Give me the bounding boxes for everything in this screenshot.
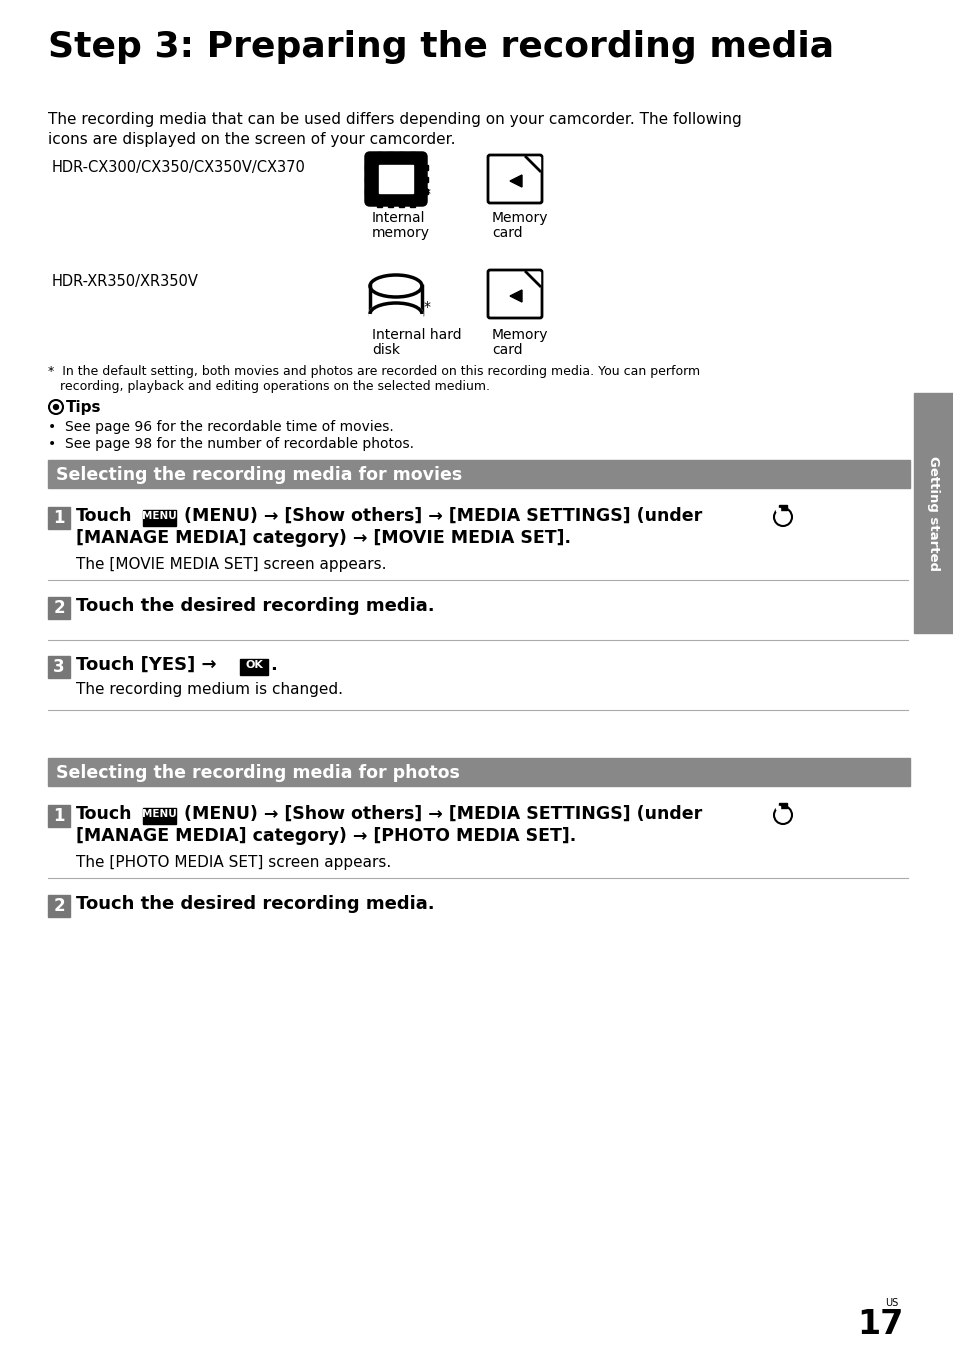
Text: *: * (423, 300, 431, 313)
Bar (775, 806, 780, 809)
Bar (398, 201, 403, 208)
Text: 1: 1 (53, 509, 65, 527)
Ellipse shape (370, 275, 421, 297)
Text: [MANAGE MEDIA] category) → [MOVIE MEDIA SET].: [MANAGE MEDIA] category) → [MOVIE MEDIA … (76, 529, 571, 547)
Bar (48, 896, 70, 917)
Text: •  See page 96 for the recordable time of movies.: • See page 96 for the recordable time of… (48, 421, 394, 434)
Text: Touch [YES] →: Touch [YES] → (76, 655, 216, 674)
Text: The [MOVIE MEDIA SET] screen appears.: The [MOVIE MEDIA SET] screen appears. (76, 556, 386, 573)
Polygon shape (525, 271, 539, 286)
Bar (779, 803, 786, 807)
Bar (240, 660, 268, 674)
Text: icons are displayed on the screen of your camcorder.: icons are displayed on the screen of you… (48, 132, 455, 147)
Bar (376, 201, 381, 208)
Polygon shape (510, 175, 521, 187)
Bar (143, 807, 175, 824)
Text: The recording medium is changed.: The recording medium is changed. (76, 683, 343, 697)
Text: 2: 2 (53, 897, 65, 915)
Bar (410, 152, 415, 157)
Text: [MANAGE MEDIA] category) → [PHOTO MEDIA SET].: [MANAGE MEDIA] category) → [PHOTO MEDIA … (76, 826, 576, 845)
Bar (421, 176, 428, 182)
Bar (48, 805, 70, 826)
Bar (775, 508, 780, 512)
Circle shape (773, 508, 791, 527)
Text: Internal: Internal (372, 210, 425, 225)
Text: Memory: Memory (492, 328, 548, 342)
Bar (48, 460, 909, 489)
Text: US: US (884, 1299, 898, 1308)
Bar (365, 189, 371, 194)
Circle shape (773, 806, 791, 824)
Text: Touch: Touch (76, 508, 132, 525)
Bar (378, 166, 413, 193)
Text: *  In the default setting, both movies and photos are recorded on this recording: * In the default setting, both movies an… (48, 365, 700, 379)
Text: Step 3: Preparing the recording media: Step 3: Preparing the recording media (48, 30, 833, 64)
Text: card: card (492, 227, 522, 240)
Bar (779, 505, 786, 510)
FancyBboxPatch shape (366, 153, 426, 205)
FancyBboxPatch shape (488, 155, 541, 204)
Text: 2: 2 (53, 598, 65, 617)
Bar (48, 508, 70, 529)
Text: Internal hard: Internal hard (372, 328, 461, 342)
Polygon shape (510, 290, 521, 303)
Text: HDR-CX300/CX350/CX350V/CX370: HDR-CX300/CX350/CX350V/CX370 (52, 160, 306, 175)
Text: MENU: MENU (141, 512, 176, 521)
Circle shape (53, 404, 58, 410)
Bar (371, 286, 420, 313)
Bar (388, 201, 393, 208)
Bar (143, 510, 175, 527)
Text: .: . (270, 655, 276, 674)
Text: Selecting the recording media for photos: Selecting the recording media for photos (56, 764, 459, 782)
Ellipse shape (370, 303, 421, 324)
Text: memory: memory (372, 227, 430, 240)
Bar (388, 152, 393, 157)
Bar (365, 166, 371, 170)
Text: The recording media that can be used differs depending on your camcorder. The fo: The recording media that can be used dif… (48, 113, 741, 128)
Text: Touch: Touch (76, 805, 132, 822)
Text: Memory: Memory (492, 210, 548, 225)
Text: •  See page 98 for the number of recordable photos.: • See page 98 for the number of recordab… (48, 437, 414, 451)
Text: 1: 1 (53, 807, 65, 825)
Polygon shape (525, 157, 539, 171)
Text: Tips: Tips (66, 400, 101, 415)
Bar (48, 759, 909, 786)
Text: recording, playback and editing operations on the selected medium.: recording, playback and editing operatio… (60, 380, 490, 394)
FancyBboxPatch shape (488, 270, 541, 318)
Text: HDR-XR350/XR350V: HDR-XR350/XR350V (52, 274, 198, 289)
Bar (48, 597, 70, 619)
Bar (365, 176, 371, 182)
Text: (MENU) → [Show others] → [MEDIA SETTINGS] (under: (MENU) → [Show others] → [MEDIA SETTINGS… (178, 805, 701, 822)
Text: Selecting the recording media for movies: Selecting the recording media for movies (56, 465, 462, 484)
Text: disk: disk (372, 343, 399, 357)
Text: *: * (423, 187, 431, 201)
Bar (48, 655, 70, 678)
Bar (421, 166, 428, 170)
Text: Touch the desired recording media.: Touch the desired recording media. (76, 597, 435, 615)
Text: MENU: MENU (141, 809, 176, 820)
Bar (913, 394, 953, 632)
Text: 3: 3 (53, 658, 65, 676)
Bar (421, 189, 428, 194)
Text: OK: OK (245, 660, 263, 670)
Text: card: card (492, 343, 522, 357)
Bar (376, 152, 381, 157)
Text: The [PHOTO MEDIA SET] screen appears.: The [PHOTO MEDIA SET] screen appears. (76, 855, 391, 870)
Text: 17: 17 (856, 1308, 902, 1341)
Bar (398, 152, 403, 157)
Text: (MENU) → [Show others] → [MEDIA SETTINGS] (under: (MENU) → [Show others] → [MEDIA SETTINGS… (178, 508, 701, 525)
Text: Touch the desired recording media.: Touch the desired recording media. (76, 896, 435, 913)
Text: Getting started: Getting started (926, 456, 940, 570)
Bar (410, 201, 415, 208)
